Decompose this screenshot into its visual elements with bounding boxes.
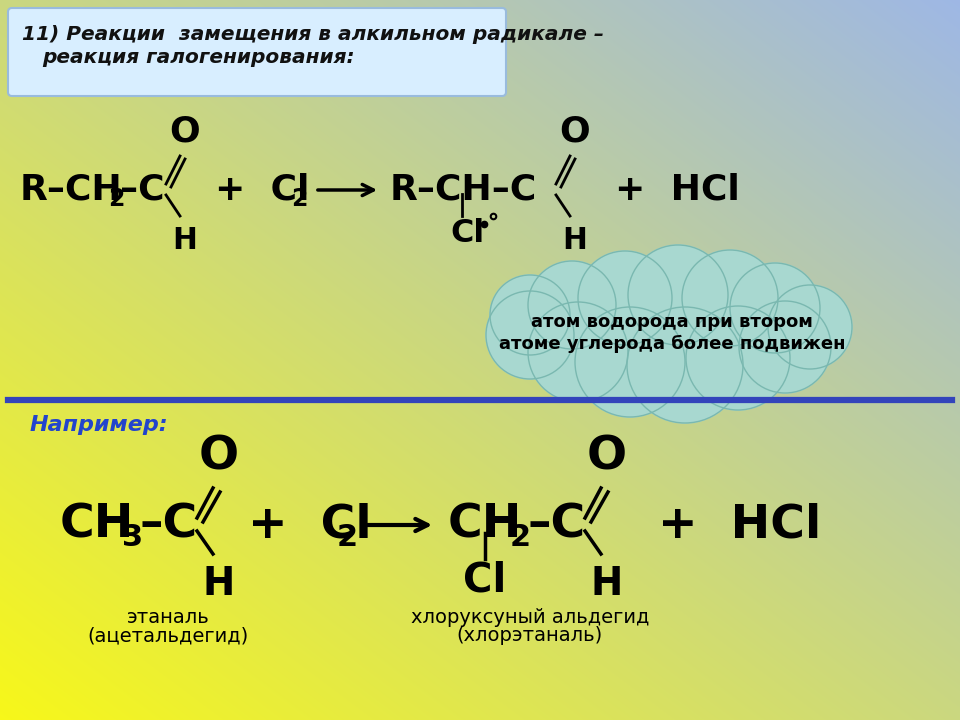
Text: (ацетальдегид): (ацетальдегид) [87,626,249,645]
Text: CH: CH [448,503,522,547]
Text: +  HCl: + HCl [658,503,821,547]
Text: O: O [560,114,590,148]
Text: –C: –C [120,173,164,207]
Text: H: H [590,565,623,603]
Text: O: O [587,434,627,479]
Circle shape [739,301,831,393]
Text: +  Cl: + Cl [248,503,372,547]
Text: O: O [170,114,201,148]
Text: 2: 2 [510,523,531,552]
Text: Например:: Например: [30,415,169,435]
Text: +  Cl: + Cl [215,173,309,207]
Text: R–CH: R–CH [20,173,123,207]
Circle shape [686,306,790,410]
Text: H: H [173,226,198,255]
FancyBboxPatch shape [8,8,506,96]
Circle shape [578,251,672,345]
Circle shape [627,307,743,423]
Text: атоме углерода более подвижен: атоме углерода более подвижен [499,335,845,353]
Circle shape [486,291,574,379]
Text: 3: 3 [122,523,143,552]
Circle shape [730,263,820,353]
Text: H: H [563,226,588,255]
Text: O: O [199,434,239,479]
Text: 2: 2 [108,187,125,211]
Text: Cl: Cl [464,561,507,601]
Circle shape [682,250,778,346]
Text: 2: 2 [337,523,358,552]
Text: Cl: Cl [450,218,484,249]
Text: реакция галогенирования:: реакция галогенирования: [42,48,354,67]
Text: –C: –C [140,503,199,547]
Text: H: H [203,565,235,603]
Text: этаналь: этаналь [127,608,209,627]
Text: R–CH–C: R–CH–C [390,173,538,207]
Circle shape [575,307,685,417]
Text: 11) Реакции  замещения в алкильном радикале –: 11) Реакции замещения в алкильном радика… [22,25,604,44]
Text: –C: –C [528,503,587,547]
Circle shape [628,245,728,345]
Circle shape [528,302,628,402]
Text: +  HCl: + HCl [615,173,740,207]
Circle shape [528,261,616,349]
Text: 2: 2 [291,187,307,211]
Circle shape [490,275,570,355]
Text: хлоруксуный альдегид: хлоруксуный альдегид [411,608,649,627]
Text: CH: CH [60,503,134,547]
Circle shape [768,285,852,369]
Text: (хлорэтаналь): (хлорэтаналь) [457,626,603,645]
Text: атом водорода при втором: атом водорода при втором [531,313,813,331]
